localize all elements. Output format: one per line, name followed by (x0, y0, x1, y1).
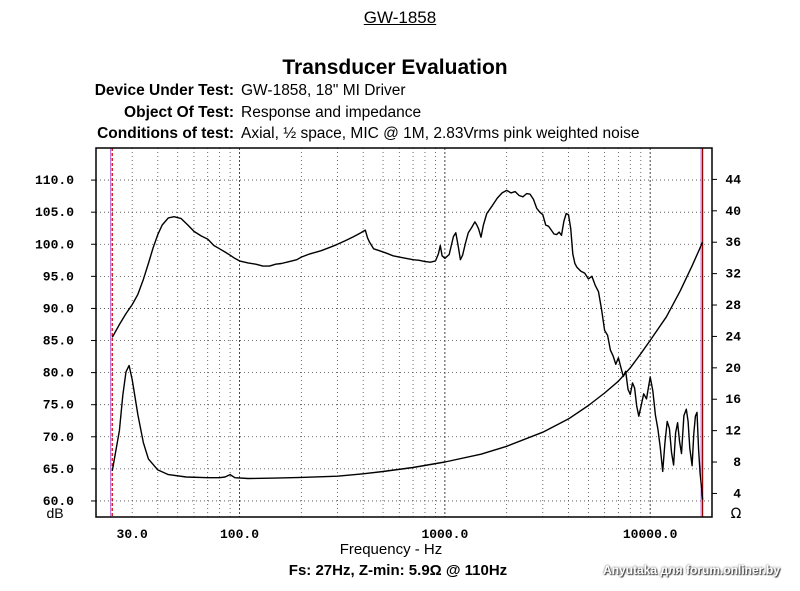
x-axis-label: Frequency - Hz (340, 541, 443, 558)
y-tick-label-right: 32 (725, 267, 741, 282)
device-under-test-label: Device Under Test: (94, 82, 234, 99)
curve-layer (111, 189, 704, 500)
y-tick-label-left: 100.0 (35, 237, 74, 252)
conditions-of-test-value: Axial, ½ space, MIC @ 1M, 2.83Vrms pink … (241, 125, 640, 142)
y-axis-label-right: Ω (731, 506, 742, 522)
x-tick-label: 100.0 (220, 527, 259, 542)
y-tick-label-left: 60.0 (43, 494, 74, 509)
marker-layer (110, 148, 704, 517)
y-tick-label-left: 85.0 (43, 334, 74, 349)
device-under-test-row: Device Under Test: GW-1858, 18" MI Drive… (0, 82, 800, 102)
y-tick-label-left: 80.0 (43, 366, 74, 381)
grid-layer (96, 148, 712, 517)
y-tick-label-left: 90.0 (43, 301, 74, 316)
conditions-of-test-row: Conditions of test: Axial, ½ space, MIC … (0, 125, 800, 145)
y-tick-label-left: 65.0 (43, 462, 74, 477)
x-tick-label: 10000.0 (623, 527, 678, 542)
y-tick-label-right: 12 (725, 424, 741, 439)
object-of-test-value: Response and impedance (241, 104, 422, 121)
chart-title: Transducer Evaluation (282, 56, 508, 79)
x-tick-label: 1000.0 (421, 527, 468, 542)
y-tick-label-right: 4 (733, 486, 741, 501)
y-tick-label-left: 70.0 (43, 430, 74, 445)
y-tick-label-right: 16 (725, 392, 741, 407)
watermark: Anyutaka для forum.onliner.by (603, 563, 780, 577)
impedance-curve (111, 241, 704, 480)
y-tick-label-right: 40 (725, 204, 741, 219)
spl-response-curve (111, 189, 704, 500)
y-tick-label-right: 24 (725, 329, 741, 344)
y-axis-label-left: dB (46, 505, 63, 521)
y-tick-label-right: 44 (725, 172, 741, 187)
tick-layer: 60.0 65.0 70.0 75.0 80.0 85.0 90.0 95.0 100.0 105… (35, 172, 741, 542)
y-tick-label-right: 8 (733, 455, 741, 470)
y-tick-label-right: 28 (725, 298, 741, 313)
conditions-of-test-label: Conditions of test: (97, 125, 234, 142)
plot-frame (95, 147, 713, 518)
y-tick-label-right: 36 (725, 235, 741, 250)
y-tick-label-left: 95.0 (43, 269, 74, 284)
y-tick-label-left: 75.0 (43, 398, 74, 413)
device-under-test-value: GW-1858, 18" MI Driver (241, 82, 406, 99)
y-tick-label-left: 105.0 (35, 205, 74, 220)
object-of-test-label: Object Of Test: (124, 104, 234, 121)
model-label: GW-1858 (363, 8, 437, 27)
object-of-test-row: Object Of Test: Response and impedance (0, 104, 800, 124)
fs-zmin-summary: Fs: 27Hz, Z-min: 5.9Ω @ 110Hz (289, 562, 507, 579)
x-tick-label: 30.0 (117, 527, 148, 542)
y-tick-label-right: 20 (725, 361, 741, 376)
y-tick-label-left: 110.0 (35, 173, 74, 188)
